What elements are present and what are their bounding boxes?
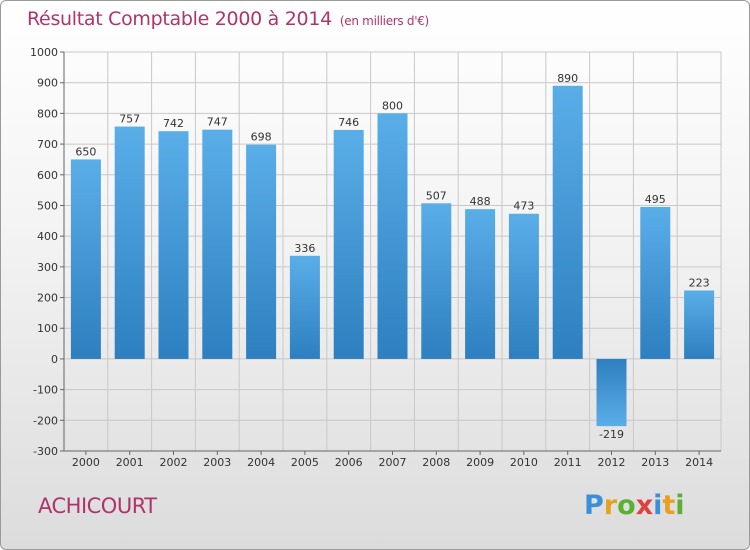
commune-name: ACHICOURT bbox=[38, 494, 157, 518]
x-tick-label: 2004 bbox=[247, 456, 275, 469]
logo-letter: t bbox=[662, 490, 676, 521]
bar bbox=[684, 290, 715, 359]
bar bbox=[552, 85, 583, 359]
data-label: -219 bbox=[599, 428, 624, 441]
y-tick-label: 800 bbox=[37, 107, 58, 120]
bar bbox=[114, 126, 145, 359]
y-tick-label: 200 bbox=[37, 292, 58, 305]
data-label: 757 bbox=[119, 113, 140, 126]
y-tick-label: 900 bbox=[37, 77, 58, 90]
bars bbox=[70, 85, 715, 427]
y-tick-label: 600 bbox=[37, 169, 58, 182]
x-tick-label: 2011 bbox=[554, 456, 582, 469]
bar bbox=[508, 213, 539, 359]
y-tick-label: 0 bbox=[51, 353, 58, 366]
data-label: 336 bbox=[294, 242, 315, 255]
logo-letter: o bbox=[617, 490, 636, 521]
x-tick-label: 2000 bbox=[72, 456, 100, 469]
bar bbox=[246, 144, 277, 359]
bar bbox=[421, 203, 452, 359]
logo-letter: i bbox=[653, 490, 663, 521]
x-tick-label: 2003 bbox=[203, 456, 231, 469]
x-tick-label: 2010 bbox=[510, 456, 538, 469]
logo-letter: P bbox=[584, 490, 604, 521]
x-tick-label: 2005 bbox=[291, 456, 319, 469]
y-tick-label: 500 bbox=[37, 199, 58, 212]
data-label: 742 bbox=[163, 117, 184, 130]
y-tick-label: 700 bbox=[37, 138, 58, 151]
x-tick-label: 2001 bbox=[116, 456, 144, 469]
x-tick-label: 2008 bbox=[422, 456, 450, 469]
x-tick-label: 2009 bbox=[466, 456, 494, 469]
data-label: 650 bbox=[75, 145, 96, 158]
bar bbox=[70, 159, 101, 359]
proxiti-logo[interactable]: Proxiti bbox=[584, 490, 685, 521]
data-label: 488 bbox=[470, 195, 491, 208]
bar bbox=[596, 358, 627, 427]
data-label: 890 bbox=[557, 72, 578, 85]
data-label: 507 bbox=[426, 189, 447, 202]
y-tick-label: 1000 bbox=[30, 46, 58, 59]
data-label: 747 bbox=[207, 116, 228, 129]
logo-letter: i bbox=[675, 490, 685, 521]
bar bbox=[377, 113, 408, 359]
data-label: 473 bbox=[513, 200, 534, 213]
bar bbox=[158, 131, 189, 359]
y-tick-label: 400 bbox=[37, 230, 58, 243]
x-tick-label: 2007 bbox=[379, 456, 407, 469]
axes: -300 -200 -100 0 100 200 300 400 500 600 700 800 900… bbox=[30, 46, 721, 469]
bar bbox=[640, 206, 671, 359]
bar bbox=[289, 255, 320, 359]
bar bbox=[202, 129, 233, 359]
x-tick-label: 2012 bbox=[598, 456, 626, 469]
y-tick-label: 100 bbox=[37, 322, 58, 335]
logo-letter: r bbox=[603, 490, 618, 521]
chart-title: Résultat Comptable 2000 à 2014 (en millie… bbox=[27, 8, 429, 30]
x-tick-label: 2014 bbox=[685, 456, 713, 469]
x-tick-label: 2006 bbox=[335, 456, 363, 469]
bar bbox=[465, 209, 496, 359]
data-labels: 650 757 742 747 698 336 746 800 507 488 473 890 -219… bbox=[75, 72, 709, 441]
data-label: 698 bbox=[251, 131, 272, 144]
x-tick-label: 2013 bbox=[641, 456, 669, 469]
logo-letter: x bbox=[635, 490, 654, 521]
data-label: 223 bbox=[689, 276, 710, 289]
data-label: 746 bbox=[338, 116, 359, 129]
y-tick-label: -300 bbox=[33, 445, 58, 458]
y-tick-label: -200 bbox=[33, 414, 58, 427]
y-tick-label: -100 bbox=[33, 384, 58, 397]
data-label: 800 bbox=[382, 99, 403, 112]
chart-subtitle: (en milliers d'€) bbox=[339, 14, 429, 28]
x-tick-label: 2002 bbox=[160, 456, 188, 469]
data-label: 495 bbox=[645, 193, 666, 206]
title-text: Résultat Comptable 2000 à 2014 bbox=[27, 8, 332, 30]
bar bbox=[333, 129, 364, 359]
y-tick-label: 300 bbox=[37, 261, 58, 274]
